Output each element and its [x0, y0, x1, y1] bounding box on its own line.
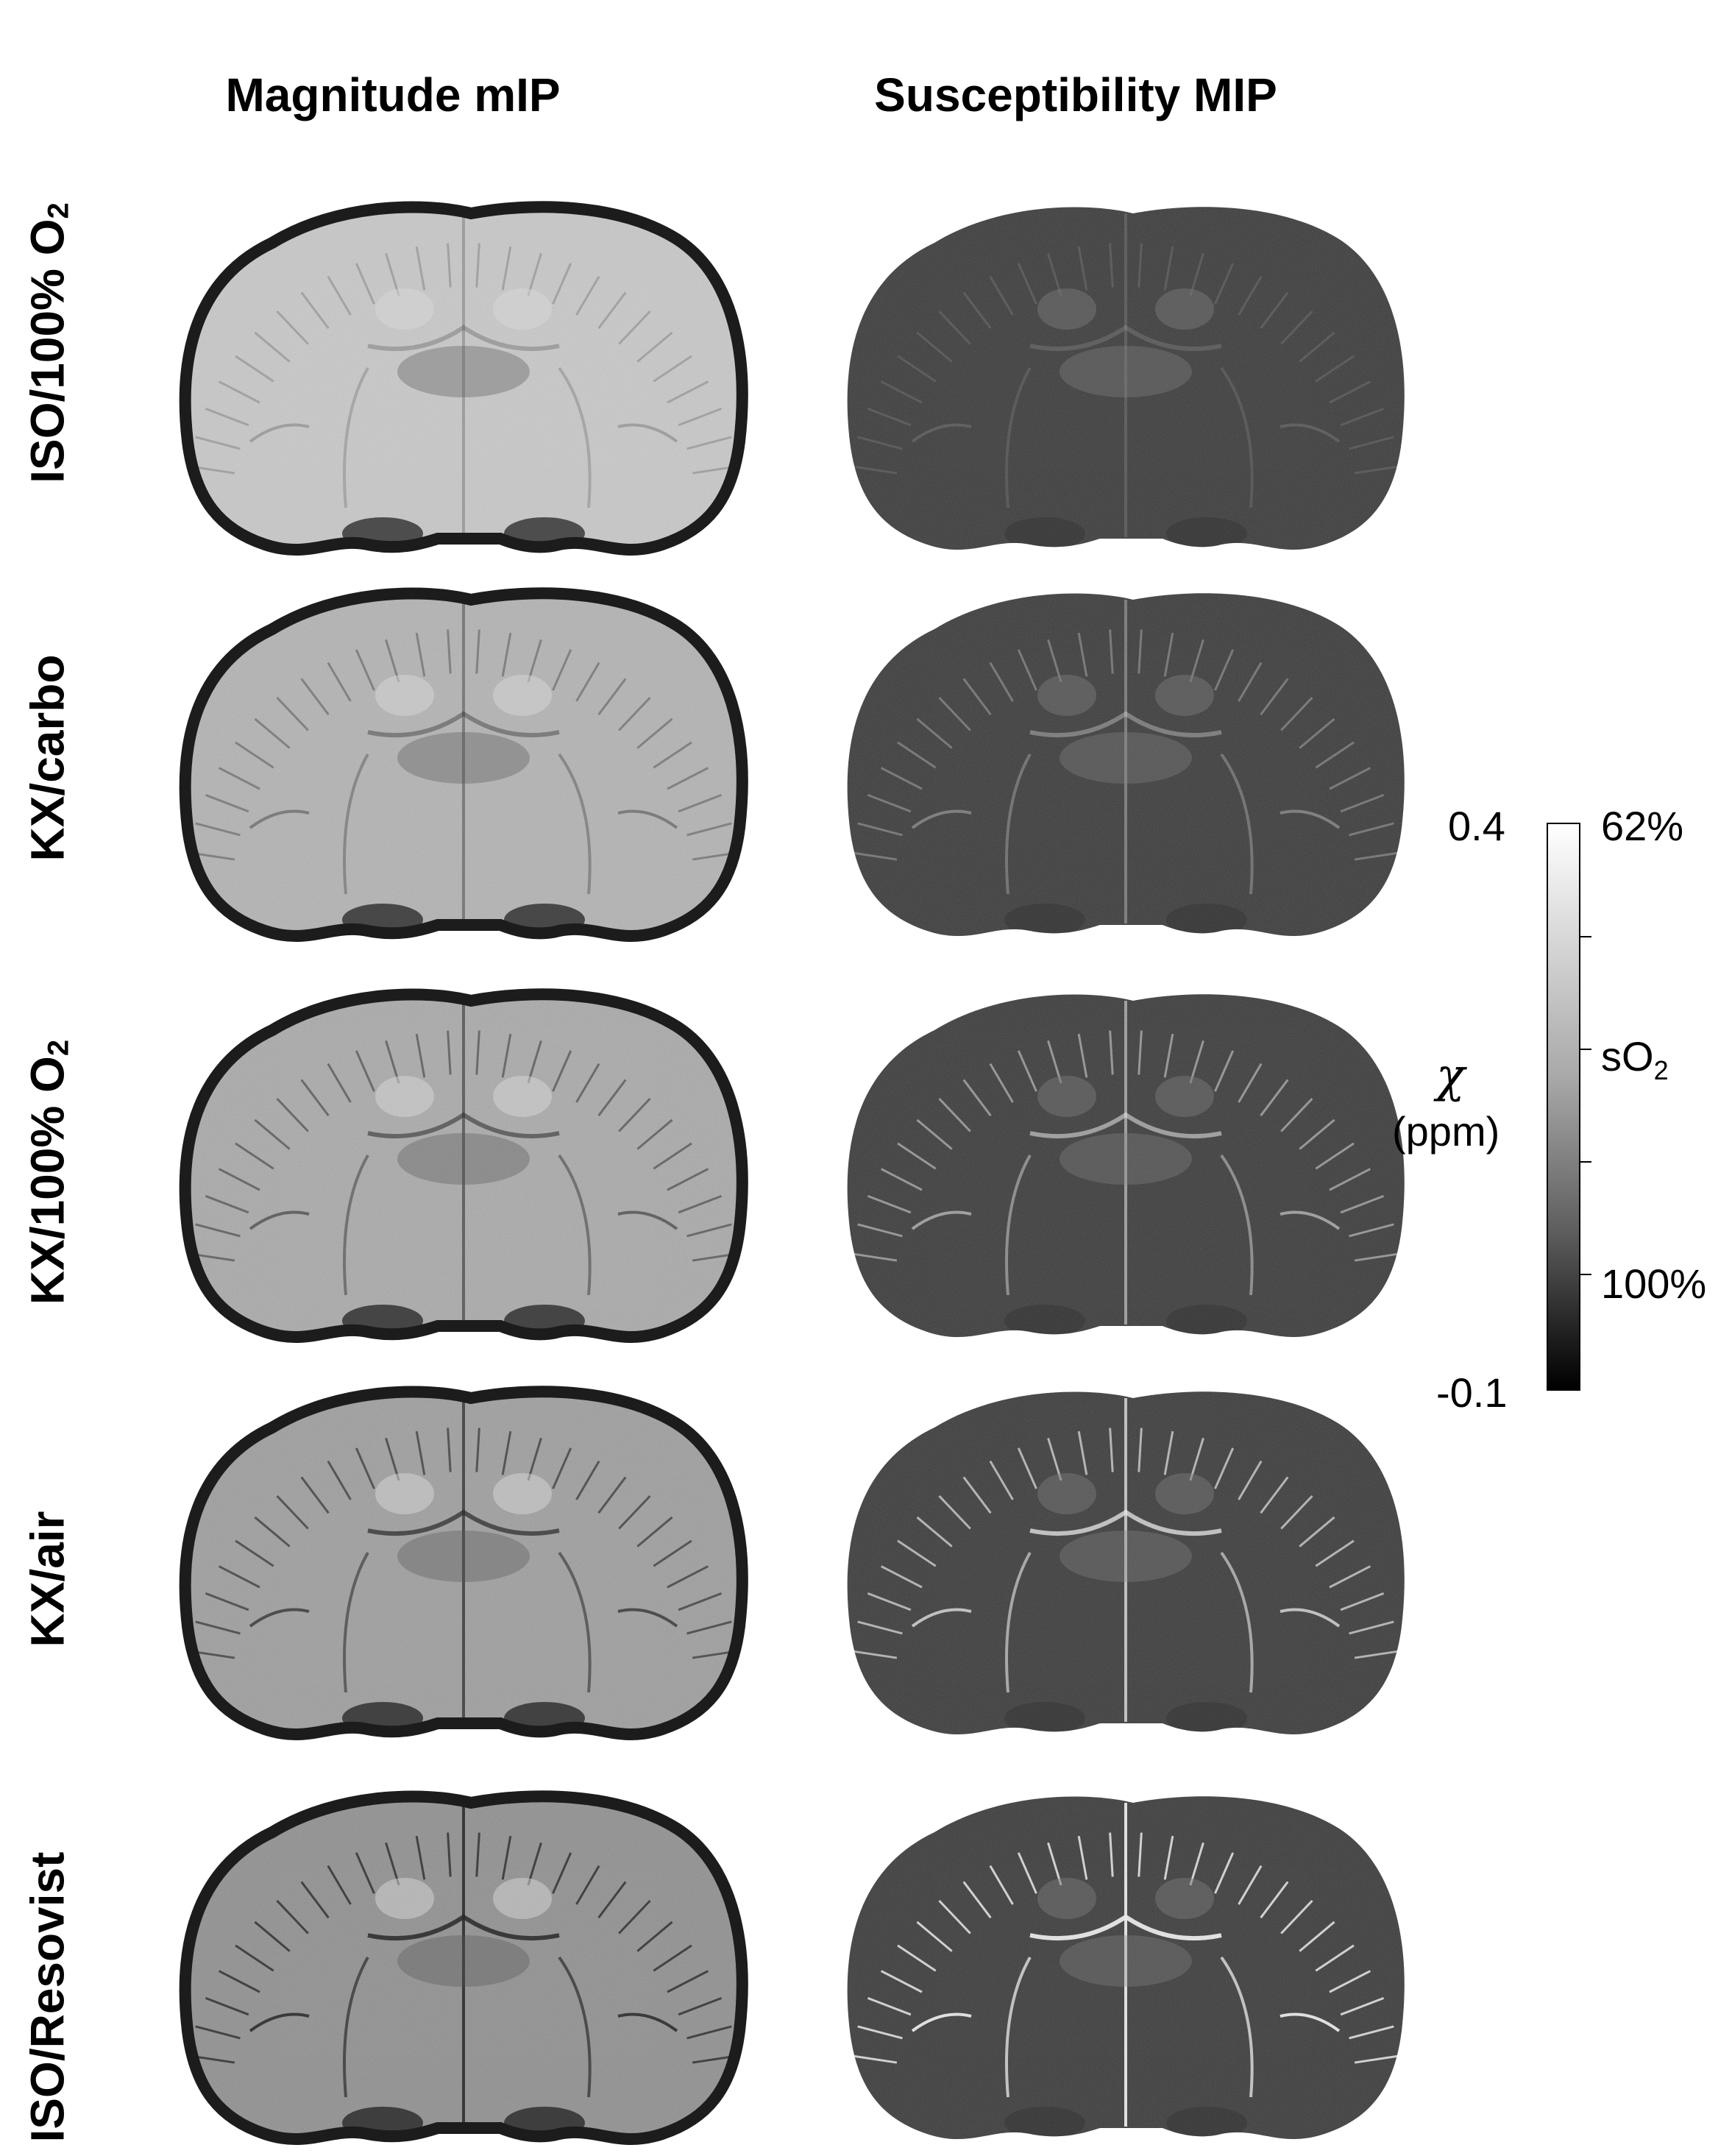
- row-label-subscript: 2: [42, 1039, 75, 1057]
- so2-label: sO2: [1601, 1032, 1669, 1086]
- colorbar-bottom-right-label: 100%: [1601, 1260, 1707, 1307]
- row-label-text: KX/air: [21, 1511, 74, 1648]
- colorbar-min-label: -0.1: [1436, 1369, 1508, 1416]
- susceptibility-brain-image: [809, 199, 1442, 567]
- magnitude-brain-image: [147, 1788, 780, 2156]
- column-title-susceptibility: Susceptibility MIP: [874, 68, 1277, 121]
- colorbar-tick: [1580, 1161, 1591, 1163]
- row-label-subscript: 2: [42, 202, 75, 219]
- susceptibility-brain-image: [809, 1788, 1442, 2156]
- colorbar-max-label: 0.4: [1448, 803, 1505, 849]
- colorbar: [1547, 823, 1580, 1391]
- so2-label-subscript: 2: [1653, 1055, 1669, 1086]
- colorbar-unit-label: (ppm): [1392, 1108, 1500, 1155]
- column-title-magnitude: Magnitude mIP: [225, 68, 561, 121]
- magnitude-brain-image: [147, 199, 780, 567]
- magnitude-brain-image: [147, 1383, 780, 1751]
- susceptibility-brain-image: [809, 585, 1442, 953]
- colorbar-tick: [1580, 1049, 1591, 1050]
- magnitude-brain-image: [147, 585, 780, 953]
- so2-label-text: sO: [1601, 1033, 1654, 1079]
- colorbar-tick: [1580, 1274, 1591, 1275]
- row-label-text: ISO/100% O: [21, 219, 74, 483]
- row-label-text: KX/carbo: [21, 654, 74, 862]
- chi-symbol: χ: [1436, 1049, 1465, 1103]
- susceptibility-brain-image: [809, 986, 1442, 1354]
- colorbar-top-right-label: 62%: [1601, 803, 1684, 849]
- row-label-text: ISO/Resovist: [21, 1851, 74, 2143]
- susceptibility-brain-image: [809, 1383, 1442, 1751]
- magnitude-brain-image: [147, 986, 780, 1354]
- row-label-text: KX/100% O: [21, 1056, 74, 1305]
- colorbar-tick: [1580, 936, 1591, 937]
